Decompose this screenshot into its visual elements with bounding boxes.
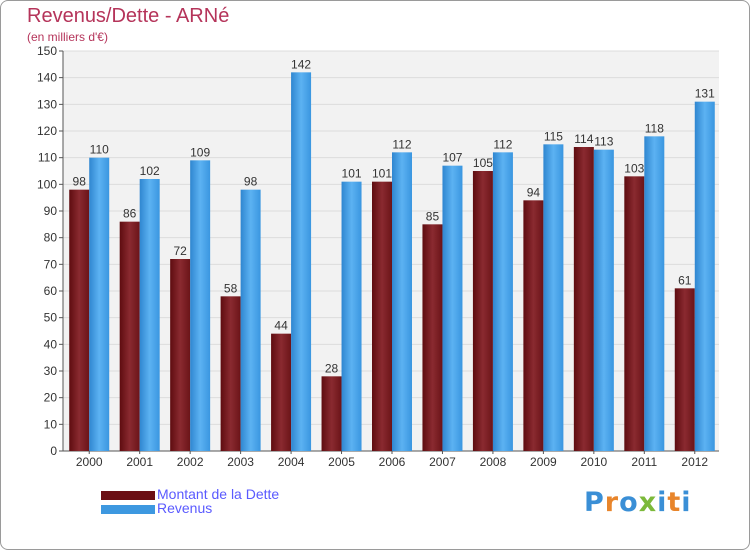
logo-letter: P (584, 487, 605, 518)
bar-debt (119, 221, 140, 451)
data-label: 142 (291, 57, 311, 71)
chart-subtitle: (en milliers d'€) (27, 30, 108, 44)
bar-debt (624, 176, 645, 452)
data-label: 113 (594, 135, 613, 149)
data-label: 94 (527, 185, 541, 199)
bar-debt (573, 147, 594, 451)
x-tick-label: 2001 (126, 455, 153, 469)
logo-letter: x (638, 487, 658, 518)
data-label: 58 (224, 281, 238, 295)
data-label: 28 (325, 361, 339, 375)
x-tick-label: 2000 (76, 455, 103, 469)
bar-debt (422, 224, 443, 451)
x-tick-label: 2007 (429, 455, 456, 469)
y-tick-label: 70 (44, 257, 58, 271)
y-tick-label: 20 (44, 391, 58, 405)
y-tick-label: 100 (37, 177, 57, 191)
data-label: 101 (342, 167, 362, 181)
bar-revenue (139, 179, 160, 451)
x-tick-label: 2009 (530, 455, 557, 469)
bar-revenue (694, 101, 715, 452)
x-tick-label: 2012 (681, 455, 708, 469)
data-label: 115 (544, 129, 563, 143)
y-tick-label: 130 (37, 97, 57, 111)
data-label: 86 (123, 207, 137, 221)
y-tick-label: 90 (44, 204, 58, 218)
data-label: 98 (244, 175, 258, 189)
data-label: 61 (678, 273, 692, 287)
bar-debt (69, 189, 90, 451)
data-label: 98 (73, 175, 87, 189)
data-label: 85 (426, 209, 440, 223)
bar-revenue (492, 152, 513, 452)
y-tick-label: 110 (38, 151, 57, 165)
data-label: 101 (372, 167, 392, 181)
bar-revenue (593, 149, 614, 451)
data-label: 118 (645, 121, 664, 135)
bar-debt (523, 200, 544, 451)
data-label: 131 (695, 87, 715, 101)
chart-title: Revenus/Dette - ARNé (27, 5, 230, 27)
y-tick-label: 120 (37, 124, 57, 138)
data-label: 112 (493, 137, 512, 151)
logo-letter: i (681, 487, 692, 518)
bar-revenue (442, 165, 463, 451)
x-tick-label: 2008 (480, 455, 507, 469)
x-tick-label: 2003 (227, 455, 254, 469)
x-tick-label: 2005 (328, 455, 355, 469)
legend-label-debt: Montant de la Dette (157, 486, 280, 502)
bar-debt (472, 171, 493, 451)
data-label: 112 (392, 137, 411, 151)
bar-debt (372, 181, 392, 451)
legend-swatch-revenue (101, 505, 155, 514)
legend-label-revenue: Revenus (157, 500, 213, 516)
x-tick-label: 2006 (379, 455, 406, 469)
x-tick-label: 2010 (580, 455, 607, 469)
logo-letter: r (604, 487, 620, 518)
data-label: 103 (624, 161, 644, 175)
logo-letter: t (667, 487, 682, 518)
data-label: 105 (473, 156, 493, 170)
y-tick-label: 0 (50, 444, 57, 458)
data-label: 102 (140, 164, 160, 178)
bar-revenue (240, 189, 261, 451)
bar-debt (321, 376, 342, 451)
y-tick-label: 140 (37, 71, 57, 85)
data-label: 44 (274, 319, 288, 333)
bar-revenue (543, 144, 564, 452)
bar-revenue (190, 160, 211, 452)
y-tick-label: 50 (44, 311, 58, 325)
x-tick-label: 2002 (177, 455, 204, 469)
bar-revenue (89, 157, 110, 451)
bar-revenue (341, 181, 362, 451)
x-tick-label: 2004 (278, 455, 305, 469)
y-tick-label: 150 (37, 44, 57, 58)
y-tick-label: 60 (44, 284, 58, 298)
y-tick-label: 80 (44, 231, 58, 245)
proxiti-logo: Proxiti (584, 487, 692, 518)
bar-debt (271, 333, 292, 451)
bar-revenue (291, 72, 312, 451)
y-tick-label: 10 (44, 417, 58, 431)
data-label: 72 (173, 244, 187, 258)
y-tick-label: 30 (44, 364, 58, 378)
bar-revenue (644, 136, 665, 452)
x-tick-label: 2011 (631, 455, 657, 469)
data-label: 109 (190, 145, 210, 159)
logo-letter: o (619, 487, 639, 518)
data-label: 107 (442, 151, 462, 165)
y-tick-label: 40 (44, 337, 58, 351)
bar-debt (674, 288, 695, 451)
bar-debt (220, 296, 241, 451)
logo-letter: i (657, 487, 668, 518)
bar-debt (170, 259, 191, 451)
data-label: 110 (90, 143, 109, 157)
bar-revenue (392, 152, 412, 452)
legend-swatch-debt (101, 491, 155, 500)
data-label: 114 (574, 132, 593, 146)
